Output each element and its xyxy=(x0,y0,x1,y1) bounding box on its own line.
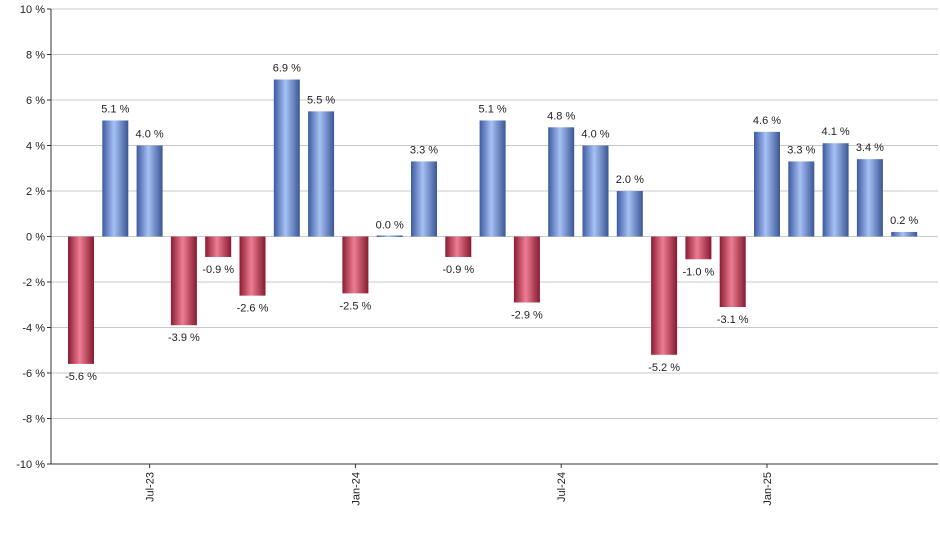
data-label-7: 5.5 % xyxy=(307,94,335,106)
x-tick-label: Jul-23 xyxy=(145,472,157,502)
bar-14 xyxy=(548,127,575,237)
bar-17 xyxy=(651,236,678,355)
bar-23 xyxy=(856,159,883,237)
data-label-23: 3.4 % xyxy=(856,142,884,154)
bar-13 xyxy=(513,236,540,303)
bar-12 xyxy=(479,120,506,237)
y-tick-label: 4 % xyxy=(26,141,45,153)
data-label-22: 4.1 % xyxy=(822,126,850,138)
bar-8 xyxy=(342,236,369,294)
bar-22 xyxy=(822,143,849,237)
data-label-10: 3.3 % xyxy=(410,144,438,156)
data-label-0: -5.6 % xyxy=(65,371,97,383)
data-label-3: -3.9 % xyxy=(168,332,200,344)
bar-6 xyxy=(273,79,300,237)
bar-9 xyxy=(376,235,403,237)
y-tick-label: -4 % xyxy=(22,323,45,335)
data-label-11: -0.9 % xyxy=(442,264,474,276)
y-tick-label: -2 % xyxy=(22,277,45,289)
y-tick-label: -8 % xyxy=(22,414,45,426)
data-label-18: -1.0 % xyxy=(683,266,715,278)
bar-7 xyxy=(308,111,335,237)
data-label-16: 2.0 % xyxy=(616,174,644,186)
y-tick-label: 0 % xyxy=(26,232,45,244)
x-tick-label: Jan-25 xyxy=(762,472,774,506)
bar-1 xyxy=(102,120,129,237)
y-tick-label: -10 % xyxy=(16,459,45,471)
bar-4 xyxy=(205,236,232,257)
data-label-17: -5.2 % xyxy=(648,362,680,374)
data-labels: -5.6 % 5.1 % 4.0 % -3.9 % -0.9 % -2.6 % 6.9 % 5… xyxy=(65,63,918,383)
data-label-4: -0.9 % xyxy=(202,264,234,276)
data-label-20: 4.6 % xyxy=(753,115,781,127)
bar-11 xyxy=(445,236,472,257)
bar-2 xyxy=(136,145,163,237)
data-label-6: 6.9 % xyxy=(273,63,301,75)
x-tick-label: Jul-24 xyxy=(556,472,568,502)
data-label-15: 4.0 % xyxy=(581,129,609,141)
bar-15 xyxy=(582,145,609,237)
axes: 10 % 8 % 6 % 4 % 2 % 0 % -2 % -4 % -6 % -8 % -10 %… xyxy=(16,4,938,506)
y-tick-label: 10 % xyxy=(20,4,45,16)
bar-16 xyxy=(616,191,643,237)
bar-5 xyxy=(239,236,266,296)
bar-19 xyxy=(719,236,746,308)
data-label-14: 4.8 % xyxy=(547,110,575,122)
y-tick-label: 2 % xyxy=(26,186,45,198)
data-label-8: -2.5 % xyxy=(340,300,372,312)
data-label-1: 5.1 % xyxy=(101,103,129,115)
y-tick-label: 6 % xyxy=(26,95,45,107)
x-tick-label: Jan-24 xyxy=(350,472,362,506)
bar-10 xyxy=(411,161,437,237)
y-tick-label: 8 % xyxy=(26,50,45,62)
data-label-2: 4.0 % xyxy=(136,129,164,141)
bar-24 xyxy=(891,231,918,237)
data-label-9: 0.0 % xyxy=(376,220,404,232)
y-tick-label: -6 % xyxy=(22,368,45,380)
bar-18 xyxy=(685,236,712,260)
bar-20 xyxy=(754,131,780,237)
bar-3 xyxy=(170,236,197,326)
data-label-12: 5.1 % xyxy=(479,103,507,115)
data-label-13: -2.9 % xyxy=(511,309,543,321)
data-label-21: 3.3 % xyxy=(787,144,815,156)
bars xyxy=(68,79,918,364)
bar-0 xyxy=(68,236,94,364)
data-label-5: -2.6 % xyxy=(237,303,269,315)
data-label-24: 0.2 % xyxy=(890,215,918,227)
data-label-19: -3.1 % xyxy=(717,314,749,326)
bar-21 xyxy=(788,161,815,237)
